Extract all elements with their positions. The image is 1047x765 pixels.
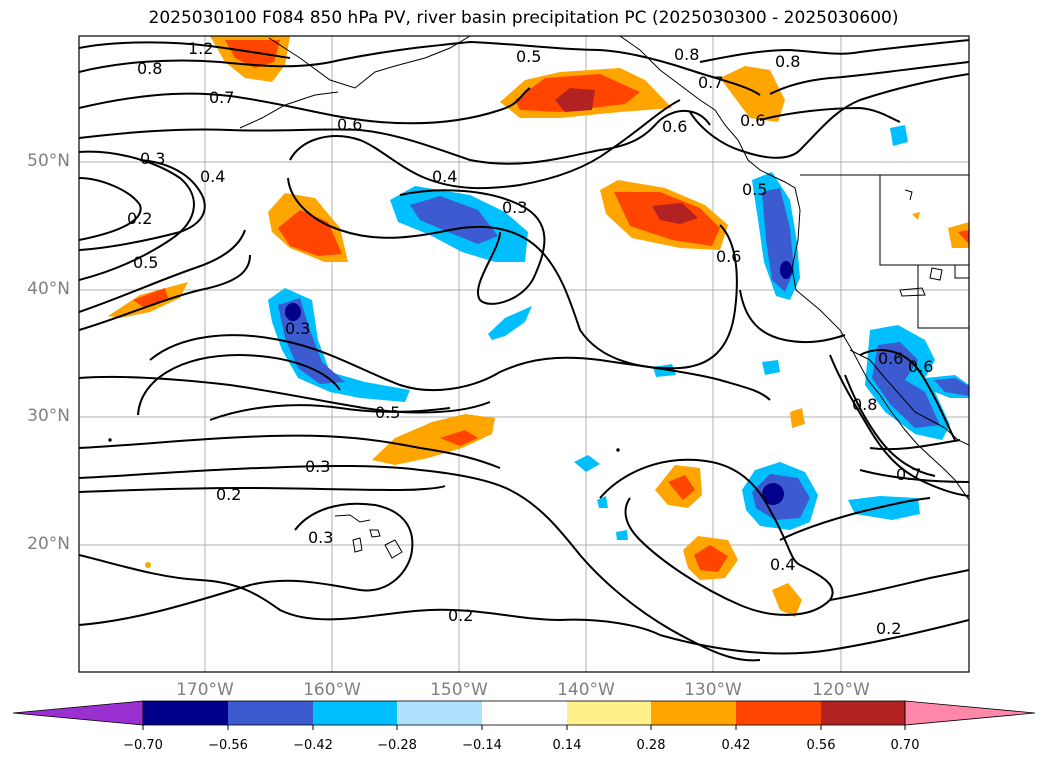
graticule: [79, 36, 969, 672]
longitude-label: 170°W: [176, 680, 234, 700]
longitude-label: 150°W: [430, 680, 488, 700]
contour-label: 0.4: [432, 167, 457, 186]
colorbar-extend-min: [12, 700, 144, 726]
colorbar-tick-label: 0.14: [552, 738, 582, 753]
colorbar-tick-label: −0.56: [208, 738, 248, 753]
contour-label-group: 1.2 0.8 0.7 0.5 0.6 0.3 0.4 0.2 0.5 0.4 …: [127, 39, 933, 638]
contour-label: 0.6: [908, 357, 933, 376]
contour-label: 0.3: [140, 149, 165, 168]
contour-label: 0.2: [216, 485, 241, 504]
colorbar-segment: [397, 701, 482, 725]
contour-label: 0.3: [308, 528, 333, 547]
contour-label: 0.3: [305, 457, 330, 476]
contour-label: 0.7: [698, 73, 723, 92]
longitude-label: 130°W: [684, 680, 742, 700]
contour-label: 0.7: [896, 465, 921, 484]
colorbar-ticks: [142, 725, 906, 730]
contour-label: 0.6: [740, 111, 765, 130]
contour-label: 0.4: [770, 555, 795, 574]
contour-label: 0.3: [285, 319, 310, 338]
contour-label: 0.6: [337, 115, 362, 134]
precipitation-negative-shading: [268, 125, 969, 540]
colorbar-extend-max: [904, 700, 1036, 726]
contour-label: 0.2: [127, 209, 152, 228]
contour-label: 0.4: [200, 167, 225, 186]
colorbar-tick-label: 0.42: [721, 738, 751, 753]
contour-label: 0.8: [674, 45, 699, 64]
colorbar: [12, 700, 1036, 730]
latitude-label: 50°N: [27, 151, 70, 171]
contour-label: 0.6: [716, 247, 741, 266]
longitude-label: 120°W: [812, 680, 870, 700]
longitude-label: 160°W: [303, 680, 361, 700]
contour-label: 0.5: [375, 403, 400, 422]
contour-label: 0.7: [209, 88, 234, 107]
colorbar-segment: [228, 701, 313, 725]
colorbar-segment: [821, 701, 905, 725]
colorbar-segment: [736, 701, 821, 725]
contour-label: 1.2: [188, 39, 213, 58]
contour-label: 0.6: [662, 117, 687, 136]
contour-label: 0.8: [775, 52, 800, 71]
map-frame: [78, 35, 970, 673]
longitude-label: 140°W: [557, 680, 615, 700]
latitude-label: 20°N: [27, 534, 70, 554]
colorbar-segment: [143, 701, 228, 725]
colorbar-tick-label: 0.56: [806, 738, 836, 753]
latitude-label: 40°N: [27, 279, 70, 299]
colorbar-tick-label: 0.28: [636, 738, 666, 753]
map-plot-area: [79, 36, 969, 672]
precipitation-positive-shading: [108, 36, 969, 617]
pv-contours: [79, 39, 969, 662]
contour-label: 0.5: [516, 47, 541, 66]
contour-label: 0.3: [502, 198, 527, 217]
colorbar-tick-label: −0.42: [293, 738, 333, 753]
colorbar-segment: [651, 701, 736, 725]
colorbar-segment: [567, 701, 651, 725]
colorbar-tick-label: −0.28: [377, 738, 417, 753]
contour-label: 0.2: [448, 606, 473, 625]
colorbar-segment: [482, 701, 567, 725]
latitude-label: 30°N: [27, 406, 70, 426]
map-title: 2025030100 F084 850 hPa PV, river basin …: [148, 8, 899, 28]
contour-label: 0.5: [742, 180, 767, 199]
colorbar-tick-label: −0.70: [123, 738, 163, 753]
colorbar-tick-label: 0.70: [890, 738, 920, 753]
contour-label: 0.2: [876, 619, 901, 638]
contour-label: 0.5: [133, 253, 158, 272]
contour-label: 0.8: [852, 395, 877, 414]
contour-label: 0.8: [137, 59, 162, 78]
contour-label: 0.6: [878, 349, 903, 368]
colorbar-tick-label: −0.14: [462, 738, 502, 753]
colorbar-segment: [313, 701, 397, 725]
